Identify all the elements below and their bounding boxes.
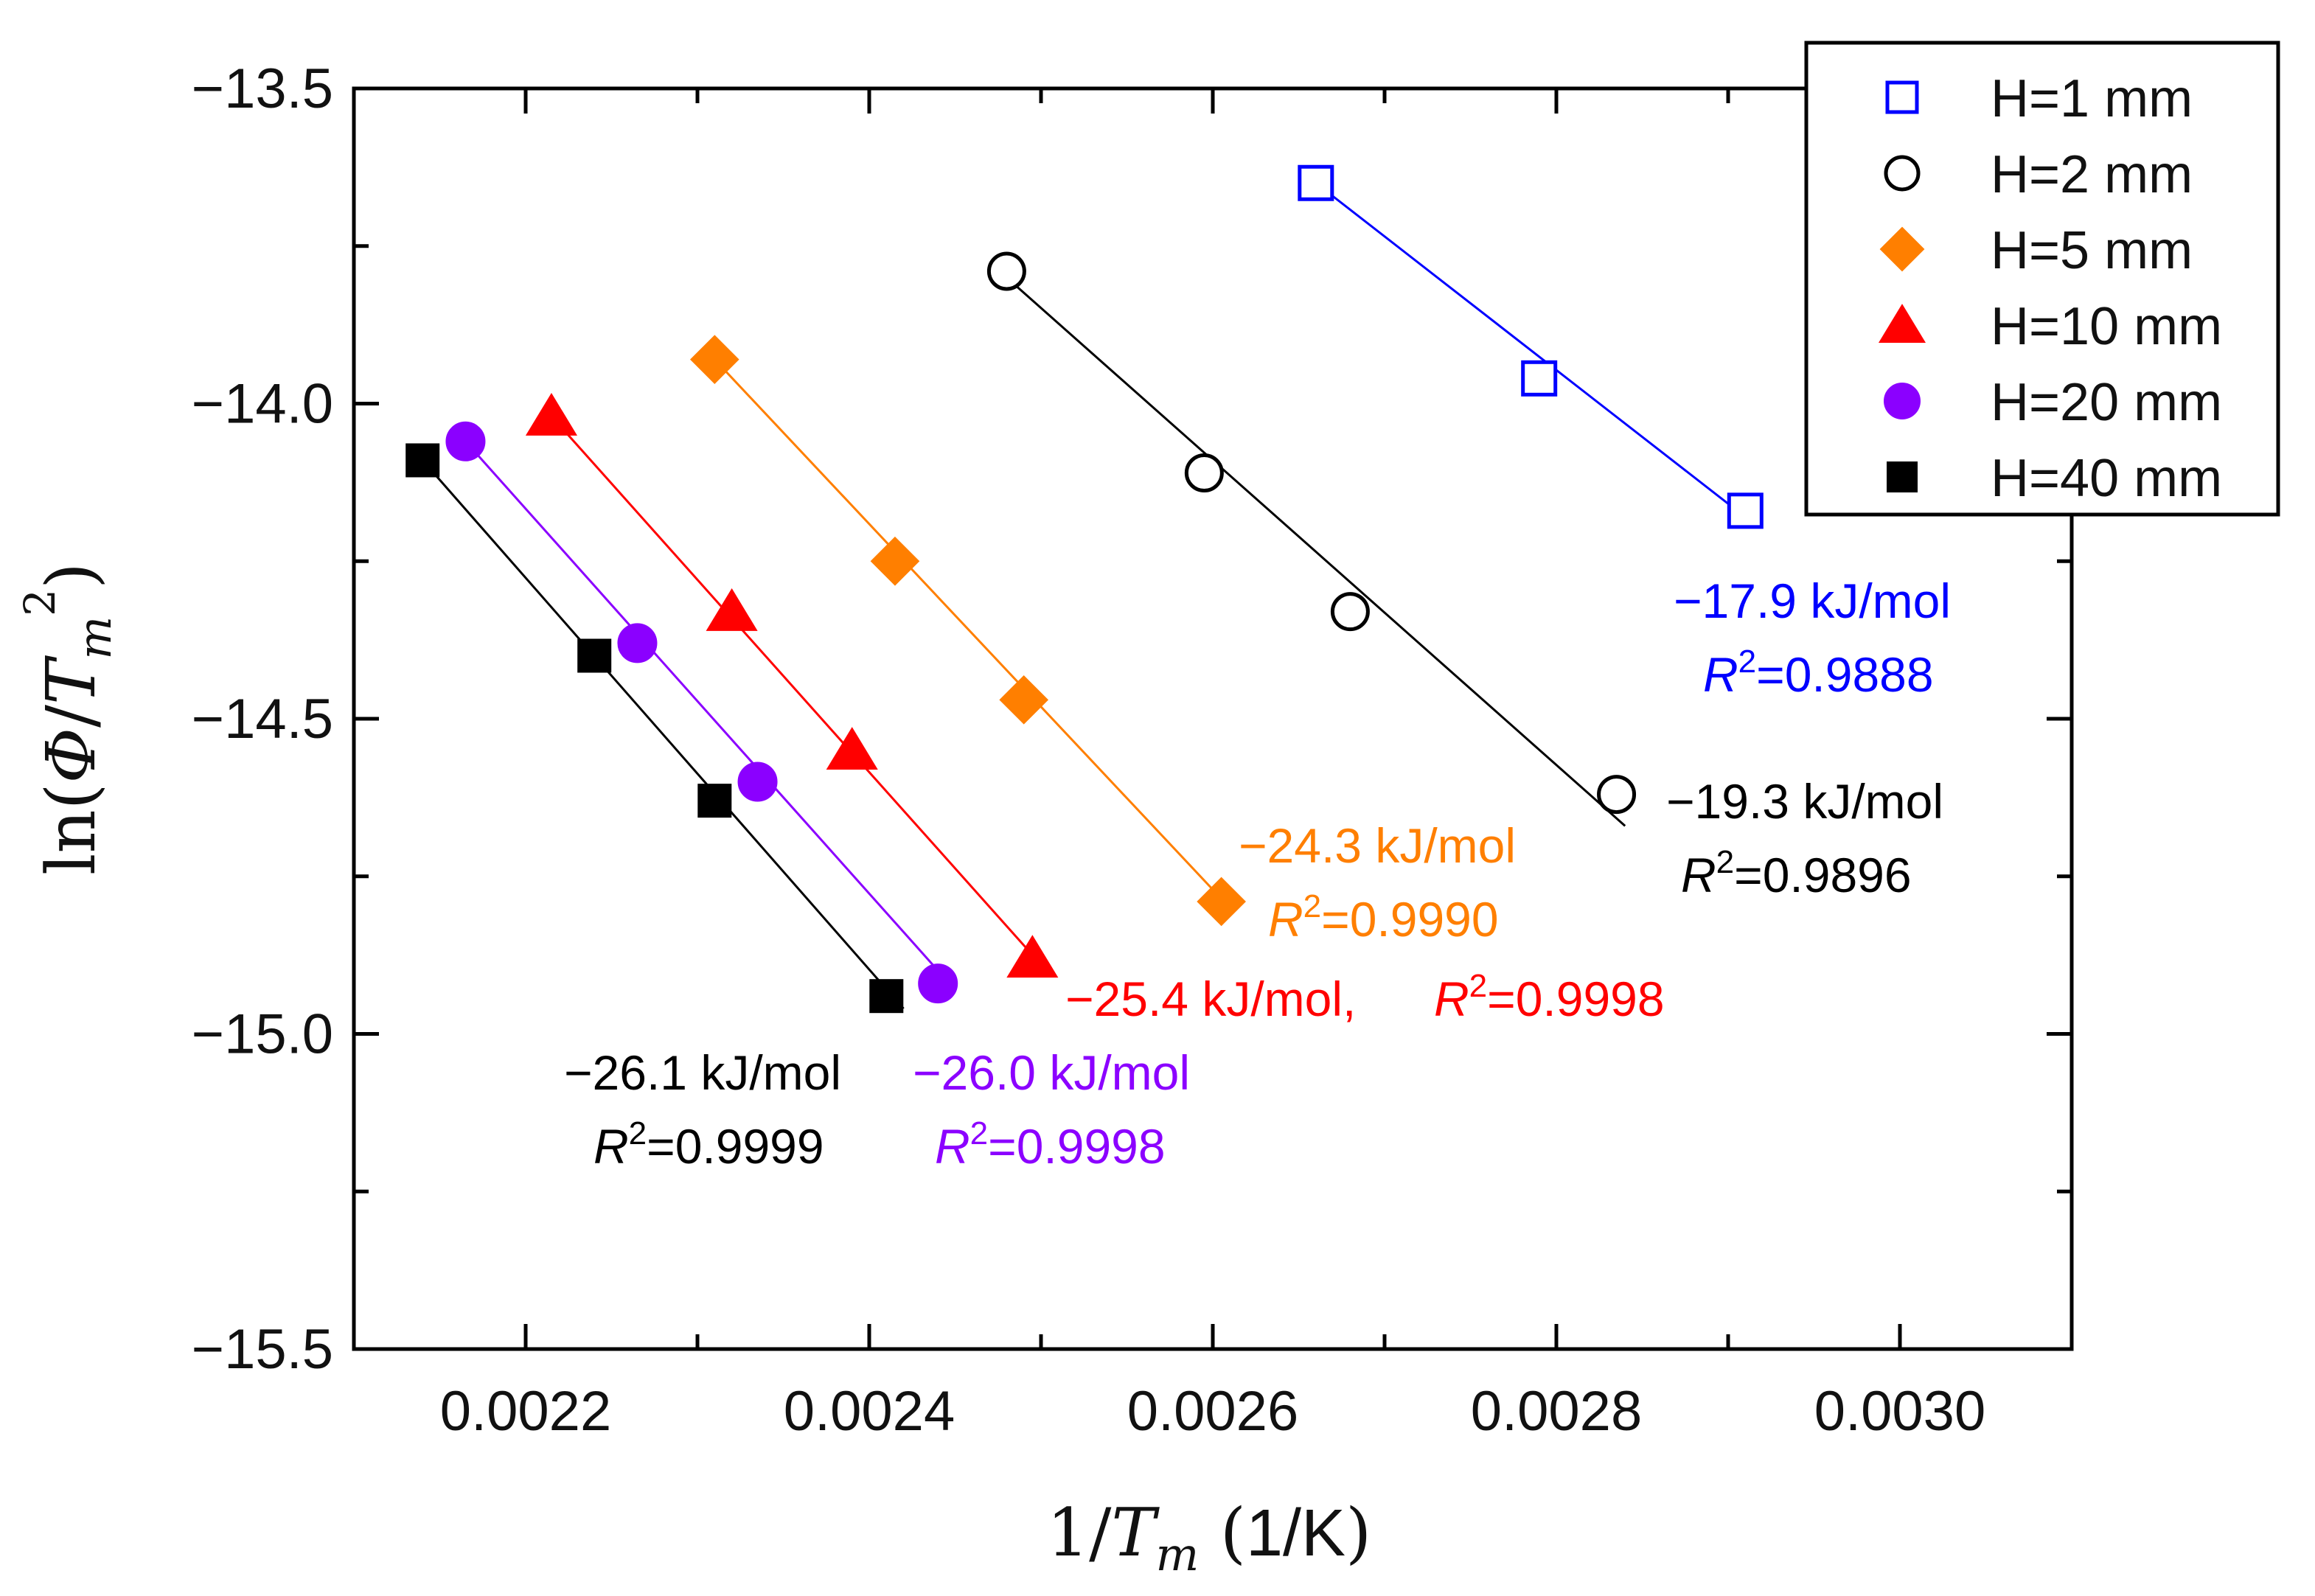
r2-symbol: R <box>1434 972 1469 1026</box>
data-point <box>999 675 1049 725</box>
y-tick-label: −15.5 <box>192 1318 333 1381</box>
r2-label: R2=0.9990 <box>1268 888 1499 947</box>
x-tick-label: 0.0024 <box>784 1380 955 1443</box>
r2-label: R2=0.9999 <box>593 1115 824 1174</box>
r2-symbol: R <box>593 1119 629 1174</box>
x-tick-label: 0.0022 <box>440 1380 611 1443</box>
y-tick-label: −14.5 <box>192 688 333 750</box>
data-point <box>525 392 577 436</box>
r2-superscript: 2 <box>970 1115 988 1151</box>
data-point <box>826 727 878 770</box>
legend-label: H=1 mm <box>1991 69 2193 128</box>
data-point <box>445 421 486 461</box>
r2-superscript: 2 <box>629 1115 647 1151</box>
y-axis-label: ln(Φ/Tm2) <box>15 562 122 875</box>
r2-value: =0.9990 <box>1321 892 1498 947</box>
data-point <box>870 536 920 586</box>
y-tick-label: −15.0 <box>192 1003 333 1066</box>
energy-label: −24.3 kJ/mol <box>1239 818 1516 873</box>
legend-label: H=20 mm <box>1991 373 2222 432</box>
legend-box <box>1804 41 2280 517</box>
data-point <box>1184 453 1224 493</box>
data-point <box>737 762 778 802</box>
axis-ticks: 0.0022 0.0024 0.0026 0.0028 0.0030 −13.5 −14.0… <box>192 58 2072 1443</box>
r2-value: =0.9888 <box>1756 647 1933 702</box>
data-markers <box>405 164 1764 1014</box>
data-point <box>1330 592 1370 632</box>
fit-line <box>714 358 1231 909</box>
legend-marker <box>1884 383 1921 419</box>
r2-label: R2=0.9888 <box>1703 644 1934 702</box>
x-tick-label: 0.0028 <box>1471 1380 1642 1443</box>
data-point <box>706 588 758 631</box>
r2-label: R2=0.9998 <box>1434 968 1665 1026</box>
x-tick-label: 0.0026 <box>1127 1380 1298 1443</box>
r2-superscript: 2 <box>1469 968 1487 1004</box>
energy-label: −26.1 kJ/mol <box>564 1045 841 1100</box>
r2-superscript: 2 <box>1738 644 1756 680</box>
fit-line <box>1315 182 1747 518</box>
data-point <box>689 335 739 384</box>
data-point <box>697 784 732 818</box>
legend-marker <box>1884 155 1921 192</box>
legend-label: H=2 mm <box>1991 145 2193 204</box>
y-tick-label: −13.5 <box>192 58 333 120</box>
fit-line <box>1006 276 1626 827</box>
data-point <box>1521 360 1558 397</box>
x-tick-label: 0.0030 <box>1814 1380 1985 1443</box>
data-point <box>1298 164 1334 201</box>
r2-symbol: R <box>935 1119 970 1174</box>
data-point <box>405 443 440 478</box>
r2-superscript: 2 <box>1303 888 1321 924</box>
energy-label: −19.3 kJ/mol <box>1666 774 1943 829</box>
data-point <box>1727 492 1764 529</box>
fit-line <box>464 440 956 991</box>
r2-symbol: R <box>1268 892 1303 947</box>
fit-line <box>422 459 905 1010</box>
r2-symbol: R <box>1681 848 1716 902</box>
data-point <box>1597 775 1637 815</box>
r2-label: R2=0.9998 <box>935 1115 1166 1174</box>
r2-value: =0.9999 <box>647 1119 824 1174</box>
energy-label: −26.0 kJ/mol <box>913 1045 1190 1100</box>
energy-label: −17.9 kJ/mol <box>1674 574 1951 628</box>
legend-label: H=10 mm <box>1991 297 2222 356</box>
legend-label: H=5 mm <box>1991 221 2193 280</box>
r2-value: =0.9998 <box>988 1119 1165 1174</box>
legend-marker <box>1887 461 1918 492</box>
r2-symbol: R <box>1703 647 1738 702</box>
legend: H=1 mm H=2 mm H=5 mm H=10 mm H=20 mm H=40 mm <box>1804 41 2280 517</box>
legend-marker <box>1878 304 1926 343</box>
data-point <box>918 963 958 1004</box>
y-tick-label: −14.0 <box>192 373 333 436</box>
data-point <box>577 638 612 673</box>
legend-label: H=40 mm <box>1991 449 2222 508</box>
legend-marker <box>1885 80 1919 114</box>
data-point <box>1006 935 1059 978</box>
r2-label: R2=0.9896 <box>1681 844 1912 902</box>
data-point <box>986 251 1026 291</box>
r2-superscript: 2 <box>1716 844 1734 880</box>
data-point <box>869 979 904 1014</box>
data-point <box>617 623 658 663</box>
fit-lines <box>422 182 1747 1010</box>
fit-line <box>550 415 1042 966</box>
data-point <box>1197 877 1246 927</box>
r2-value: =0.9998 <box>1487 972 1664 1026</box>
r2-value: =0.9896 <box>1734 848 1911 902</box>
x-axis-label: 1/Tm (1/K) <box>1047 1494 1371 1581</box>
legend-marker <box>1879 226 1925 272</box>
energy-label: −25.4 kJ/mol, <box>1065 972 1356 1026</box>
